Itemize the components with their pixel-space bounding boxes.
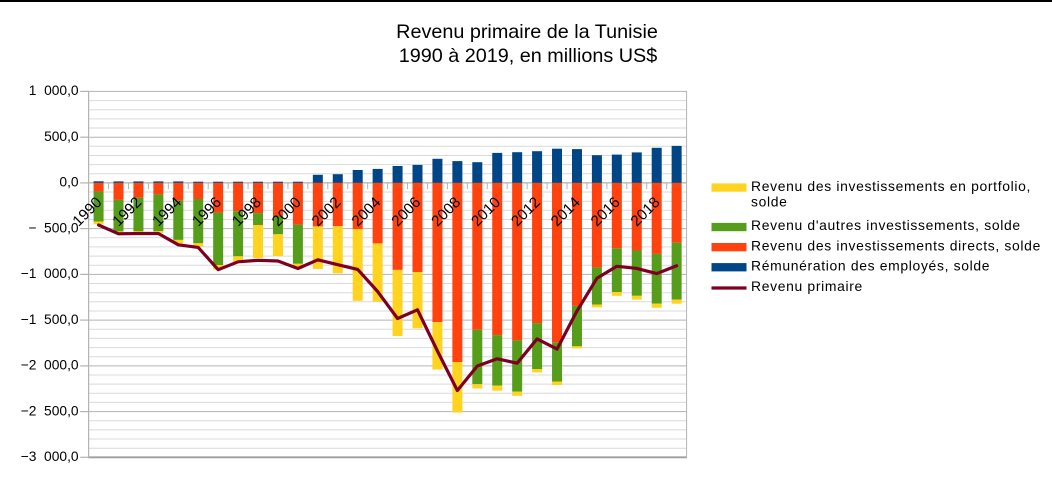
svg-text:−3 000,0: −3 000,0 bbox=[21, 449, 79, 464]
svg-text:Rémunération des employés, sol: Rémunération des employés, solde bbox=[751, 258, 990, 274]
svg-text:Revenu primaire: Revenu primaire bbox=[751, 278, 863, 294]
svg-text:−1 500,0: −1 500,0 bbox=[21, 312, 79, 327]
svg-text:500,0: 500,0 bbox=[44, 129, 79, 144]
svg-text:− 500,0: − 500,0 bbox=[28, 220, 79, 235]
svg-text:Revenu primaire de la Tunisie: Revenu primaire de la Tunisie bbox=[396, 21, 658, 43]
svg-text:Revenu des investissements en: Revenu des investissements en portfolio, bbox=[751, 178, 1031, 194]
svg-text:1 000,0: 1 000,0 bbox=[29, 83, 79, 98]
svg-text:Revenu d'autres investissement: Revenu d'autres investissements, solde bbox=[751, 217, 1021, 233]
svg-text:0,0: 0,0 bbox=[59, 175, 79, 190]
svg-text:−2 500,0: −2 500,0 bbox=[21, 403, 79, 418]
svg-text:−1 000,0: −1 000,0 bbox=[21, 266, 79, 281]
svg-text:1990 à 2019, en millions US$: 1990 à 2019, en millions US$ bbox=[399, 45, 657, 67]
svg-text:−2 000,0: −2 000,0 bbox=[21, 358, 79, 373]
svg-text:solde: solde bbox=[751, 193, 788, 209]
svg-text:Revenu des investissements dir: Revenu des investissements directs, sold… bbox=[751, 238, 1041, 254]
